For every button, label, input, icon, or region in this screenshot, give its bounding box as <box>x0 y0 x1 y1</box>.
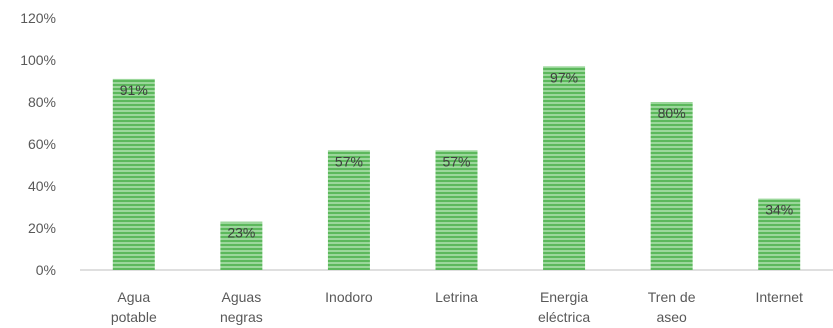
bar <box>543 66 586 270</box>
x-category-label-line: Energia <box>540 289 588 305</box>
x-category-label: Agua potable <box>111 289 157 325</box>
bar-data-label: 57% <box>442 153 470 169</box>
x-category-label: Internet <box>755 289 803 305</box>
x-category-label-line: negras <box>220 309 263 325</box>
x-category-label-line: aseo <box>656 309 687 325</box>
y-tick-label: 120% <box>20 10 56 26</box>
bar-data-label: 80% <box>658 105 686 121</box>
x-category-label-line: Agua <box>117 289 150 305</box>
bar-data-label: 97% <box>550 69 578 85</box>
y-tick-label: 20% <box>28 220 56 236</box>
x-category-label-line: Inodoro <box>325 289 373 305</box>
y-tick-label: 60% <box>28 136 56 152</box>
x-category-label: Aguas negras <box>220 289 263 325</box>
category-labels: Agua potable Aguas negras Inodoro Letrina Ener… <box>111 289 803 325</box>
bar <box>112 78 155 271</box>
bar-data-label: 34% <box>765 202 793 218</box>
bar-series <box>112 66 801 271</box>
y-axis-ticks: 0% 20% 40% 60% 80% 100% 120% <box>20 10 56 278</box>
x-category-label-line: Internet <box>755 289 803 305</box>
x-category-label: Letrina <box>435 289 478 305</box>
data-labels: 91% 23% 57% 57% 97% 80% 34% <box>120 69 793 240</box>
x-category-label: Energia eléctrica <box>538 289 590 325</box>
y-tick-label: 80% <box>28 94 56 110</box>
bar <box>327 150 370 270</box>
x-category-label-line: Tren de <box>648 289 696 305</box>
bar-data-label: 91% <box>120 82 148 98</box>
bar-data-label: 57% <box>335 153 363 169</box>
x-category-label-line: eléctrica <box>538 309 590 325</box>
x-category-label-line: Aguas <box>222 289 262 305</box>
x-category-label: Inodoro <box>325 289 373 305</box>
bar <box>758 198 801 270</box>
bar <box>220 221 263 270</box>
bar-data-label: 23% <box>227 225 255 241</box>
y-tick-label: 40% <box>28 178 56 194</box>
x-category-label: Tren de aseo <box>648 289 696 325</box>
bar <box>435 150 478 270</box>
x-category-label-line: potable <box>111 309 157 325</box>
y-tick-label: 0% <box>36 262 56 278</box>
y-tick-label: 100% <box>20 52 56 68</box>
x-category-label-line: Letrina <box>435 289 478 305</box>
bar <box>650 102 693 270</box>
